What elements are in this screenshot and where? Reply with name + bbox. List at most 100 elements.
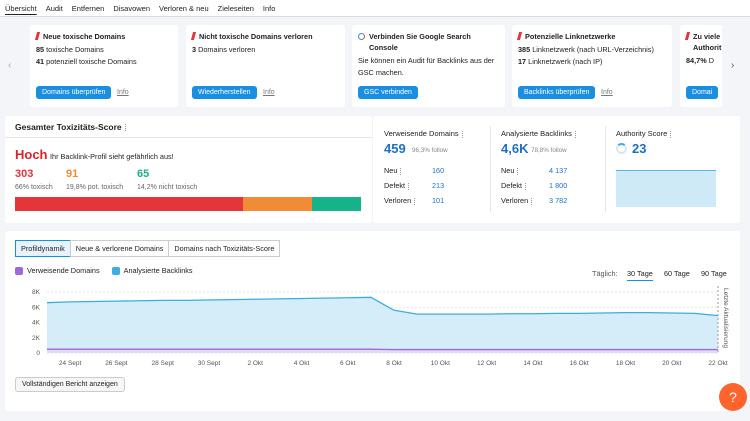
- period-option[interactable]: 90 Tage: [701, 269, 727, 278]
- card-title-text: Zu viele Authorit: [693, 32, 722, 52]
- period-option[interactable]: 30 Tage: [627, 269, 653, 281]
- info-icon: [124, 124, 130, 132]
- card-button[interactable]: Backlinks überprüfen: [518, 86, 596, 99]
- legend-item[interactable]: Verweisende Domains: [15, 266, 100, 275]
- card-line: 17 Linknetzwerk (nach IP): [518, 56, 666, 68]
- info-icon: [461, 130, 467, 138]
- stat-row-value[interactable]: 1 800: [549, 181, 568, 190]
- arrow-right[interactable]: ›: [731, 60, 735, 71]
- card-line: 41 potenziell toxische Domains: [36, 56, 172, 68]
- card-body: 385 Linknetzwerk (nach URL-Verzeichnis) 1…: [518, 44, 666, 68]
- card: Zu viele Authorit 84,7% D Domai: [680, 25, 722, 107]
- card-line: 385 Linknetzwerk (nach URL-Verzeichnis): [518, 44, 666, 56]
- toxicity-panel: Gesamter Toxizitäts-Score Hoch Ihr Backlin…: [5, 116, 372, 223]
- card-title-text: Potenzielle Linknetzwerke: [525, 32, 616, 41]
- card-title-text: Verbinden Sie Google Search Console: [369, 32, 471, 52]
- stat-row-label: Verloren: [384, 196, 419, 205]
- card-text: Sie können ein Audit für Backlinks aus d…: [358, 56, 495, 77]
- stat-follow: 96,3% follow: [412, 147, 448, 154]
- info-icon: [517, 167, 522, 175]
- toxicity-label: 19,8% pot. toxisch: [66, 184, 124, 191]
- stat-row-value[interactable]: 4 137: [549, 166, 568, 175]
- card-text: Domains verloren: [198, 45, 256, 54]
- report-tab[interactable]: Neue & verlorene Domains: [69, 240, 170, 257]
- card-text: Linknetzwerk (nach IP): [528, 57, 603, 66]
- card-body: 85 toxische Domains 41 potenziell toxisch…: [36, 44, 172, 68]
- legend-item[interactable]: Analysierte Backlinks: [111, 266, 193, 275]
- card-button[interactable]: Domai: [686, 86, 719, 99]
- stat-title: Analysierte Backlinks: [501, 129, 580, 138]
- divider: [5, 137, 372, 138]
- card-button[interactable]: Wiederherstellen: [192, 86, 257, 99]
- google-icon: [358, 33, 365, 40]
- legend-checkbox: [15, 266, 23, 275]
- arrow-left[interactable]: ‹: [8, 60, 12, 71]
- period-label: Täglich:: [592, 269, 618, 278]
- stat-value: 459: [384, 141, 406, 156]
- alert-icon: [516, 32, 523, 40]
- card-number: 85: [36, 45, 45, 54]
- card-line: Sie können ein Audit für Backlinks aus d…: [358, 55, 499, 79]
- info-link[interactable]: Info: [601, 89, 613, 96]
- stat-title: Verweisende Domains: [384, 129, 467, 138]
- card-number: 41: [36, 57, 45, 66]
- info-icon: [408, 182, 413, 190]
- toxicity-count: 65: [137, 168, 150, 180]
- card-title-text: Neue toxische Domains: [43, 32, 126, 41]
- help-button[interactable]: ?: [719, 383, 747, 411]
- card-text: potenziell toxische Domains: [46, 57, 137, 66]
- card-number: 84,7%: [686, 56, 707, 65]
- report-tab[interactable]: Profildynamik: [15, 240, 71, 257]
- card-title: Neue toxische Domains: [34, 31, 172, 42]
- stat-row-label: Neu: [384, 166, 405, 175]
- card: Neue toxische Domains 85 toxische Domains…: [30, 25, 178, 107]
- nav-tab[interactable]: Übersicht: [5, 3, 37, 13]
- report-tabs: Profildynamik Neue & verlorene Domains Dom…: [15, 240, 281, 257]
- card-line: 84,7% D: [686, 55, 722, 67]
- info-icon: [531, 197, 536, 205]
- card-number: 385: [518, 45, 531, 54]
- card-body: 84,7% D: [686, 55, 722, 67]
- authority-trend: [616, 170, 716, 207]
- nav-tab[interactable]: Info: [262, 3, 276, 13]
- section-title: Gesamter Toxizitäts-Score: [15, 122, 130, 132]
- stat-row-value[interactable]: 101: [432, 196, 445, 205]
- nav-tab[interactable]: Verloren & neu: [159, 3, 209, 13]
- card-button[interactable]: Domains überprüfen: [36, 86, 112, 99]
- info-icon: [670, 130, 675, 138]
- report-button[interactable]: Vollständigen Bericht anzeigen: [15, 377, 125, 392]
- stat-row-label: Defekt: [384, 181, 413, 190]
- top-nav: Übersicht Audit Entfernen Disavowen Verloren…: [0, 0, 750, 17]
- info-link[interactable]: Info: [263, 89, 275, 96]
- card: Potenzielle Linknetzwerke 385 Linknetzwer…: [512, 25, 672, 107]
- card-text: toxische Domains: [46, 45, 104, 54]
- nav-tab[interactable]: Zieleseiten: [217, 3, 254, 13]
- stat-follow: 78,8% follow: [531, 147, 567, 154]
- toxicity-count: 303: [15, 168, 34, 180]
- nav-tab[interactable]: Entfernen: [71, 3, 105, 13]
- stat-row-value[interactable]: 213: [432, 181, 445, 190]
- card-number: 17: [518, 57, 527, 66]
- stat-row-value[interactable]: 160: [432, 166, 445, 175]
- stat-value: 23: [632, 141, 647, 156]
- legend-label: Verweisende Domains: [27, 266, 100, 275]
- nav-tab[interactable]: Audit: [45, 3, 63, 13]
- stat-row-label: Defekt: [501, 181, 530, 190]
- info-link[interactable]: Info: [117, 89, 129, 96]
- toxicity-count: 91: [66, 168, 79, 180]
- card-title: Nicht toxische Domains verloren: [190, 31, 339, 42]
- legend: Verweisende Domains Analysierte Backlinks: [15, 266, 193, 275]
- toxicity-label: 14,2% nicht toxisch: [137, 184, 198, 191]
- stat-row-value[interactable]: 3 782: [549, 196, 568, 205]
- nav-tab[interactable]: Disavowen: [113, 3, 151, 13]
- stat-value: 4,6K: [501, 141, 529, 156]
- divider: [605, 126, 606, 212]
- report-panel: Profildynamik Neue & verlorene Domains Dom…: [5, 231, 740, 411]
- card-body: 3 Domains verloren: [192, 44, 339, 56]
- stats-panel: Verweisende Domains 459 96,3% follow Neu 160…: [373, 116, 740, 223]
- card-button[interactable]: GSC verbinden: [358, 86, 418, 99]
- period-option[interactable]: 60 Tage: [664, 269, 690, 278]
- report-tab[interactable]: Domains nach Toxizitäts-Score: [168, 240, 281, 257]
- toxicity-level: Hoch: [15, 147, 48, 162]
